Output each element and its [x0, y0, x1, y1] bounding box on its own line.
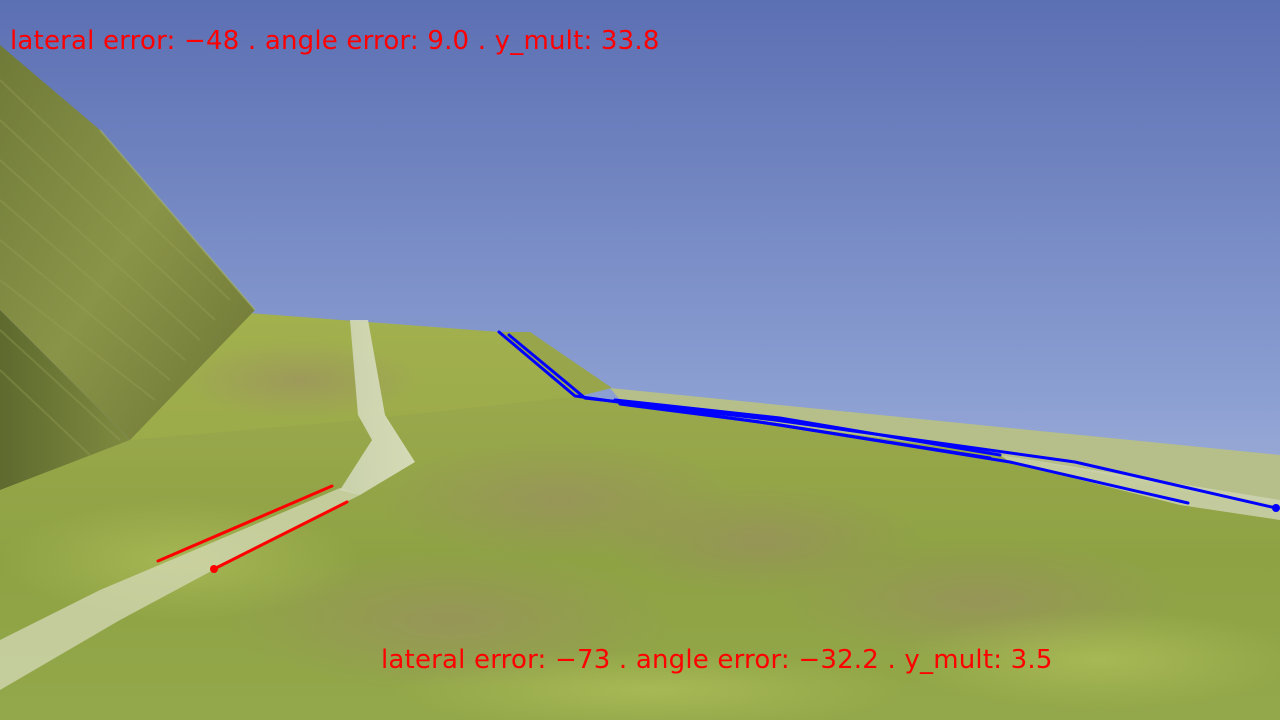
blue-detection-lines: [497, 330, 1278, 510]
wall-texture: [0, 79, 231, 456]
left-wall-lower: [0, 310, 130, 490]
blue-line-2: [507, 333, 1278, 510]
path-right: [1000, 455, 1280, 520]
path-foreground: [0, 488, 360, 690]
red-target-dot: [210, 565, 218, 573]
red-line-1: [156, 484, 334, 563]
blue-target-dot: [1272, 504, 1280, 512]
left-wall-upper: [0, 45, 255, 440]
blue-line-4: [618, 402, 992, 460]
blue-line-3: [613, 398, 1002, 457]
path-vertical: [340, 320, 415, 495]
red-line-2: [212, 500, 349, 571]
hud-readout-top: lateral error: −48 . angle error: 9.0 . …: [10, 26, 660, 56]
red-detection-lines: [156, 484, 349, 571]
hud-readout-bottom: lateral error: −73 . angle error: −32.2 …: [381, 645, 1053, 675]
ramp-slope: [500, 332, 612, 396]
